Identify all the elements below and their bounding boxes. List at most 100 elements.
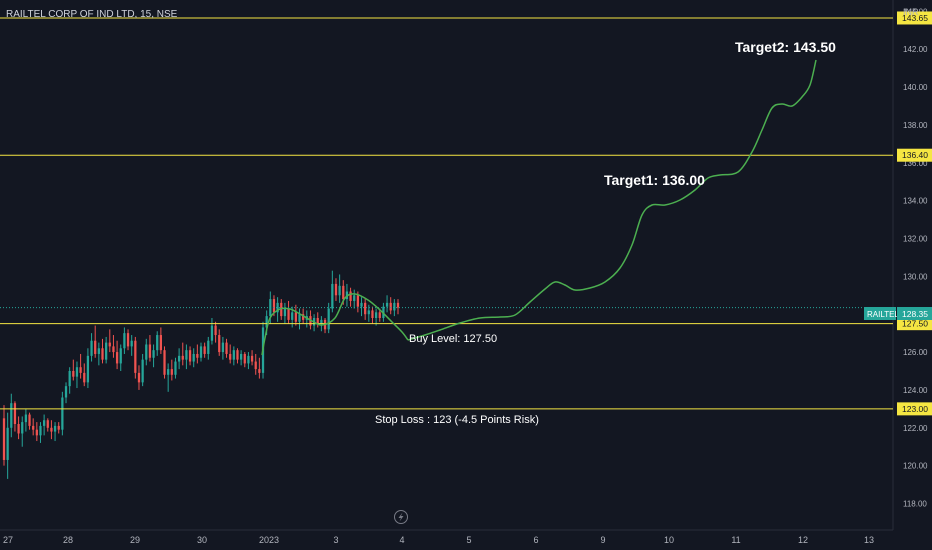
candle-body[interactable]	[258, 369, 261, 373]
candle-body[interactable]	[17, 424, 20, 434]
candle-body[interactable]	[196, 353, 199, 358]
candle-body[interactable]	[134, 340, 137, 373]
candle-body[interactable]	[97, 348, 100, 354]
candle-body[interactable]	[57, 425, 60, 430]
candle-body[interactable]	[393, 302, 396, 311]
candle-body[interactable]	[61, 397, 64, 430]
candle-body[interactable]	[35, 429, 38, 436]
candle-body[interactable]	[79, 367, 82, 373]
time-axis[interactable]: 27 28 29 30 2023 3 4 5 6 9 10 11 12 13	[3, 535, 874, 545]
candle-body[interactable]	[225, 342, 228, 354]
candle-body[interactable]	[364, 302, 367, 315]
candle-body[interactable]	[320, 319, 323, 324]
candle-body[interactable]	[247, 355, 250, 364]
candle-body[interactable]	[137, 372, 141, 383]
candle-body[interactable]	[254, 361, 257, 370]
candle-body[interactable]	[287, 308, 290, 320]
candle-body[interactable]	[152, 350, 155, 358]
candle-body[interactable]	[331, 283, 334, 309]
candle-body[interactable]	[378, 312, 381, 318]
candle-body[interactable]	[360, 302, 363, 307]
candle-body[interactable]	[280, 302, 283, 317]
candle-body[interactable]	[53, 425, 57, 432]
candle-body[interactable]	[24, 414, 28, 423]
candle-body[interactable]	[163, 350, 166, 375]
candle-body[interactable]	[221, 342, 225, 353]
candle-body[interactable]	[148, 344, 152, 358]
candle-body[interactable]	[141, 359, 144, 383]
candle-body[interactable]	[291, 312, 294, 320]
candle-body[interactable]	[145, 344, 148, 360]
candle-body[interactable]	[68, 371, 71, 387]
candle-body[interactable]	[199, 346, 203, 358]
candle-body[interactable]	[2, 418, 6, 460]
candle-body[interactable]	[356, 295, 360, 307]
candle-body[interactable]	[115, 352, 119, 364]
candle-body[interactable]	[105, 342, 108, 360]
candle-body[interactable]	[210, 325, 214, 341]
projection-curve[interactable]	[407, 59, 817, 341]
candle-body[interactable]	[21, 422, 24, 434]
candle-body[interactable]	[338, 285, 341, 296]
candle-body[interactable]	[265, 316, 268, 328]
candle-body[interactable]	[203, 346, 206, 354]
candlestick-series[interactable]	[2, 270, 400, 479]
projection-curve-short[interactable]	[261, 293, 409, 356]
candle-body[interactable]	[185, 350, 188, 360]
candle-body[interactable]	[342, 285, 345, 300]
candle-body[interactable]	[250, 355, 254, 362]
candle-body[interactable]	[188, 350, 192, 362]
candle-body[interactable]	[156, 335, 159, 351]
candle-body[interactable]	[174, 361, 177, 375]
candle-body[interactable]	[72, 371, 75, 377]
candle-body[interactable]	[236, 350, 239, 360]
candle-body[interactable]	[112, 346, 115, 353]
candle-body[interactable]	[32, 425, 35, 430]
candle-body[interactable]	[243, 353, 246, 364]
candle-body[interactable]	[302, 314, 305, 320]
candle-body[interactable]	[276, 302, 279, 313]
candle-body[interactable]	[39, 425, 42, 436]
candle-body[interactable]	[294, 312, 297, 322]
candle-body[interactable]	[28, 414, 31, 426]
candle-body[interactable]	[75, 367, 79, 377]
candle-body[interactable]	[64, 386, 68, 398]
candle-body[interactable]	[298, 314, 301, 322]
candle-body[interactable]	[130, 340, 133, 347]
candle-body[interactable]	[170, 369, 173, 375]
candle-body[interactable]	[214, 325, 217, 336]
candle-body[interactable]	[389, 302, 392, 311]
candle-body[interactable]	[371, 310, 374, 318]
candle-body[interactable]	[90, 340, 93, 356]
candle-body[interactable]	[316, 318, 319, 324]
candle-body[interactable]	[86, 355, 90, 383]
candle-body[interactable]	[218, 335, 221, 353]
candle-body[interactable]	[272, 299, 276, 313]
lightning-icon[interactable]	[394, 510, 408, 524]
candle-body[interactable]	[94, 340, 97, 354]
candle-body[interactable]	[192, 353, 195, 362]
candle-body[interactable]	[108, 342, 111, 347]
candle-body[interactable]	[83, 372, 86, 383]
candle-body[interactable]	[119, 348, 122, 364]
candle-body[interactable]	[42, 420, 46, 426]
candle-body[interactable]	[349, 291, 352, 301]
candle-body[interactable]	[13, 403, 17, 424]
candle-body[interactable]	[283, 308, 287, 317]
candle-body[interactable]	[50, 427, 53, 432]
candle-body[interactable]	[207, 340, 210, 354]
candle-body[interactable]	[181, 355, 184, 360]
candle-body[interactable]	[167, 369, 170, 375]
candle-body[interactable]	[353, 295, 356, 301]
candle-body[interactable]	[385, 302, 389, 307]
candle-body[interactable]	[123, 333, 126, 349]
candle-body[interactable]	[334, 283, 338, 296]
candle-body[interactable]	[6, 427, 9, 460]
candle-body[interactable]	[327, 308, 330, 330]
candle-body[interactable]	[159, 335, 163, 351]
candle-body[interactable]	[367, 310, 370, 315]
candle-body[interactable]	[396, 302, 400, 308]
level-lines[interactable]	[0, 17, 893, 410]
candle-body[interactable]	[126, 333, 130, 347]
